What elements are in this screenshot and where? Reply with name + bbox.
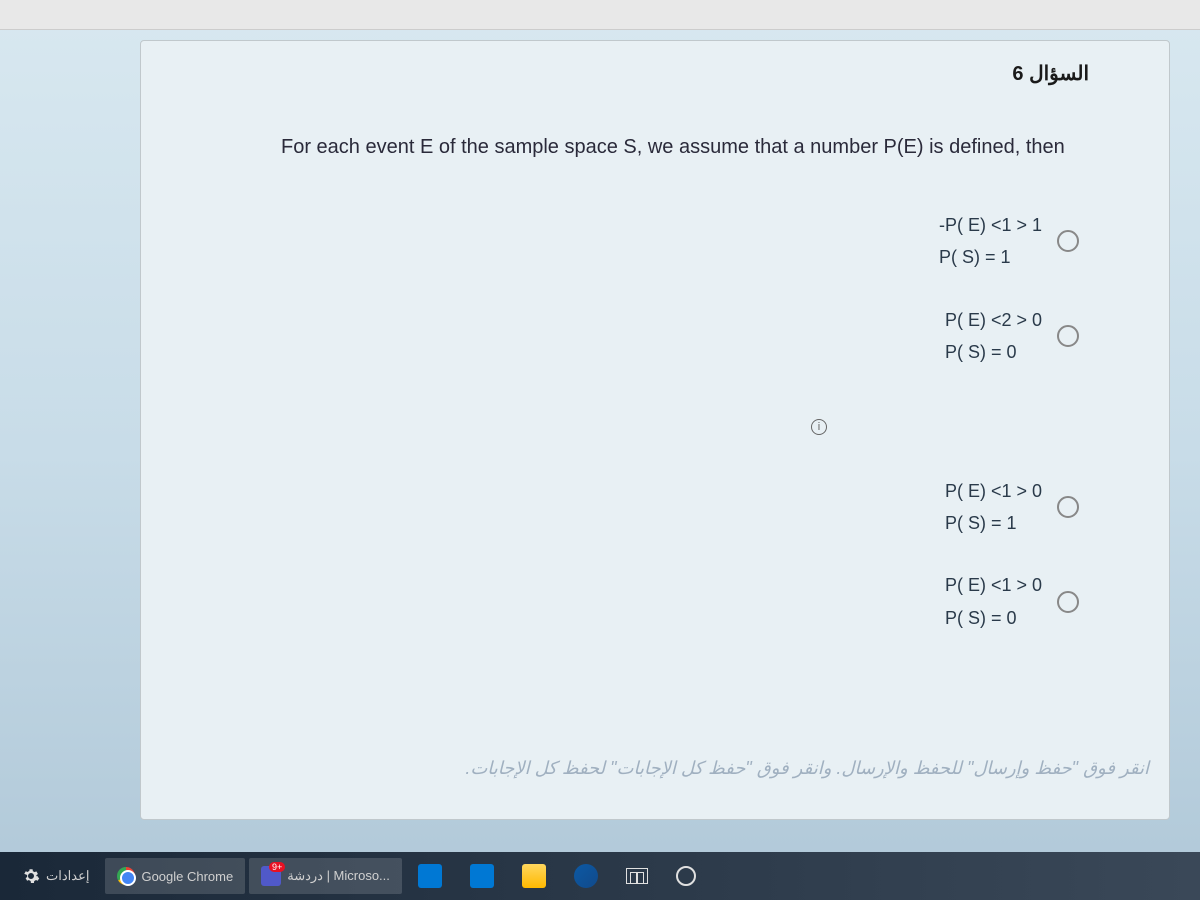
folder-icon	[522, 864, 546, 888]
chrome-icon	[117, 867, 135, 885]
mail-icon	[418, 864, 442, 888]
options-container: P( E) <1 > 1- P( S) = 1 P( E) <2 > 0 P( …	[191, 209, 1079, 634]
store-icon	[470, 864, 494, 888]
teams-icon: 9+	[261, 866, 281, 886]
taskbar: إعدادات Google Chrome 9+ دردشة | Microso…	[0, 852, 1200, 900]
radio-icon	[1057, 325, 1079, 347]
radio-icon	[1057, 230, 1079, 252]
option-4-line1: P( E) <1 > 0	[945, 569, 1042, 601]
edge-icon	[574, 864, 598, 888]
option-2-line1: P( E) <2 > 0	[945, 304, 1042, 336]
option-4-line2: P( S) = 0	[945, 602, 1017, 634]
taskbar-taskview[interactable]	[614, 858, 660, 894]
taskbar-edge[interactable]	[562, 858, 610, 894]
option-4[interactable]: P( E) <1 > 0 P( S) = 0	[945, 569, 1079, 634]
info-icon: i	[811, 419, 827, 435]
save-instruction: انقر فوق "حفظ وإرسال" للحفظ والإرسال. وا…	[281, 758, 1149, 779]
option-2-line2: P( S) = 0	[945, 336, 1017, 368]
option-3-line2: P( S) = 1	[945, 507, 1017, 539]
quiz-container: السؤال 6 For each event E of the sample …	[140, 40, 1170, 820]
taskbar-chrome[interactable]: Google Chrome	[105, 858, 245, 894]
option-3[interactable]: P( E) <1 > 0 P( S) = 1	[945, 475, 1079, 540]
cortana-icon	[676, 866, 696, 886]
taskbar-cortana[interactable]	[664, 858, 708, 894]
taskbar-settings[interactable]: إعدادات	[10, 858, 101, 894]
option-2[interactable]: P( E) <2 > 0 P( S) = 0	[945, 304, 1079, 369]
chrome-label: Google Chrome	[141, 869, 233, 884]
browser-top-frame	[0, 0, 1200, 30]
teams-label: دردشة | Microso...	[287, 868, 390, 884]
task-view-icon	[626, 868, 648, 884]
option-1[interactable]: P( E) <1 > 1- P( S) = 1	[939, 209, 1079, 274]
gear-icon	[22, 867, 40, 885]
taskbar-teams[interactable]: 9+ دردشة | Microso...	[249, 858, 402, 894]
taskbar-folder[interactable]	[510, 858, 558, 894]
question-text: For each event E of the sample space S, …	[281, 136, 1119, 159]
teams-badge: 9+	[269, 862, 285, 872]
radio-icon	[1057, 591, 1079, 613]
settings-label: إعدادات	[46, 868, 89, 884]
radio-icon	[1057, 496, 1079, 518]
taskbar-mail[interactable]	[406, 858, 454, 894]
question-number: السؤال 6	[191, 61, 1089, 86]
option-3-line1: P( E) <1 > 0	[945, 475, 1042, 507]
option-1-line2: P( S) = 1	[939, 241, 1011, 273]
taskbar-store[interactable]	[458, 858, 506, 894]
option-1-line1: P( E) <1 > 1-	[939, 209, 1042, 241]
